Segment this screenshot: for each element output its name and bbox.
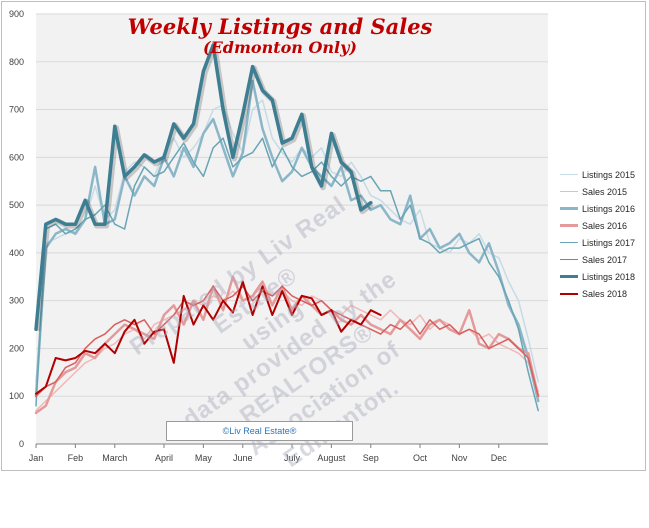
y-tick-label: 100 — [9, 391, 24, 401]
legend-label: Sales 2018 — [582, 288, 628, 299]
series-line — [35, 137, 539, 412]
x-tick-label: July — [284, 453, 301, 463]
legend-swatch — [560, 258, 578, 261]
y-tick-label: 700 — [9, 105, 24, 115]
series-line — [34, 43, 373, 332]
legend-swatch — [560, 241, 578, 244]
legend-swatch — [560, 274, 578, 279]
y-tick-label: 600 — [9, 152, 24, 162]
legend-item: Listings 2016 — [560, 200, 646, 217]
series-line — [35, 285, 539, 397]
legend-label: Listings 2018 — [582, 271, 636, 282]
y-tick-label: 0 — [19, 439, 24, 449]
y-tick-label: 900 — [9, 9, 24, 19]
plot-area — [36, 14, 548, 444]
chart-subtitle: (Edmonton Only) — [203, 38, 357, 57]
legend-item: Sales 2017 — [560, 251, 646, 268]
legend-item: Sales 2016 — [560, 217, 646, 234]
x-tick-label: April — [155, 453, 173, 463]
chart-title: Weekly Listings and Sales — [127, 14, 433, 39]
legend-label: Sales 2017 — [582, 254, 628, 265]
x-tick-label: Sep — [363, 453, 379, 463]
chart-legend: Listings 2015 Sales 2015 Listings 2016 Sale… — [560, 166, 646, 302]
legend-item: Listings 2015 — [560, 166, 646, 183]
x-tick-label: Nov — [451, 453, 468, 463]
x-tick-label: May — [195, 453, 213, 463]
legend-item: Sales 2015 — [560, 183, 646, 200]
legend-swatch — [560, 292, 578, 295]
y-tick-label: 300 — [9, 296, 24, 306]
y-tick-label: 400 — [9, 248, 24, 258]
y-tick-label: 800 — [9, 57, 24, 67]
legend-item: Listings 2018 — [560, 268, 646, 285]
y-tick-label: 200 — [9, 343, 24, 353]
series-line — [34, 79, 540, 403]
legend-label: Sales 2015 — [582, 186, 628, 197]
x-tick-label: Oct — [413, 453, 428, 463]
legend-swatch — [560, 173, 578, 176]
x-tick-label: Jan — [29, 453, 44, 463]
legend-swatch — [560, 190, 578, 193]
credit-box: ©Liv Real Estate® — [166, 421, 353, 441]
series-line — [35, 280, 382, 395]
legend-swatch — [560, 207, 578, 210]
legend-item: Listings 2017 — [560, 234, 646, 251]
legend-label: Listings 2016 — [582, 203, 636, 214]
chart-frame — [1, 1, 646, 471]
legend-swatch — [560, 224, 578, 227]
legend-label: Sales 2016 — [582, 220, 628, 231]
x-tick-label: August — [317, 453, 346, 463]
x-tick-label: Dec — [491, 453, 508, 463]
x-tick-label: Feb — [68, 453, 84, 463]
x-tick-label: March — [102, 453, 127, 463]
y-tick-label: 500 — [9, 200, 24, 210]
series-line — [34, 275, 540, 415]
legend-label: Listings 2015 — [582, 169, 636, 180]
legend-item: Sales 2018 — [560, 285, 646, 302]
x-tick-label: June — [233, 453, 253, 463]
chart-svg: 0 100 200 300 400 500 600 700 800 900 Jan Feb March A… — [9, 9, 548, 463]
legend-label: Listings 2017 — [582, 237, 636, 248]
